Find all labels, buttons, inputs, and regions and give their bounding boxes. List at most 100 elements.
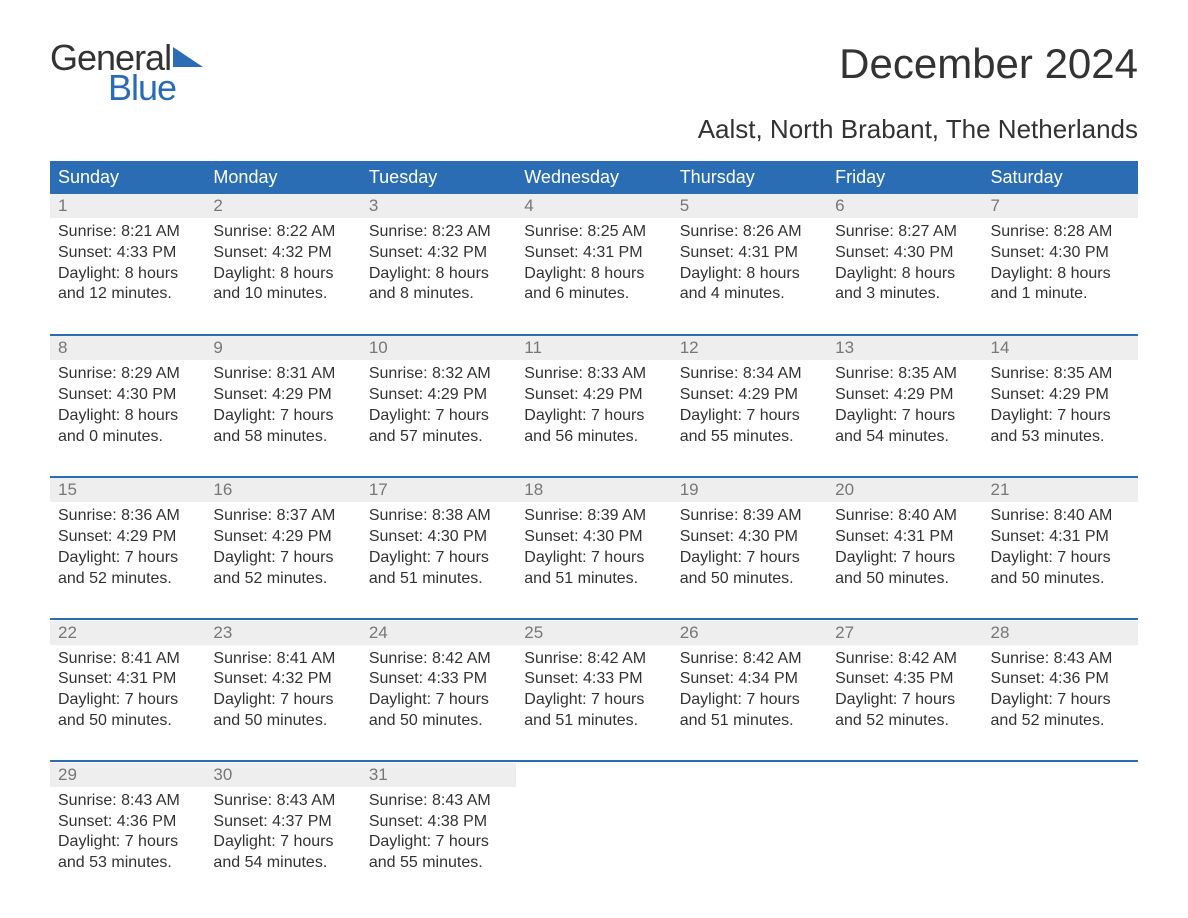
daylight-line2: and 51 minutes. [369, 569, 508, 590]
daylight-line1: Daylight: 8 hours [835, 264, 974, 285]
sunset-line: Sunset: 4:29 PM [835, 385, 974, 406]
sunset-line: Sunset: 4:30 PM [991, 243, 1130, 264]
day-cell: Sunrise: 8:42 AMSunset: 4:35 PMDaylight:… [827, 645, 982, 760]
sunrise-line: Sunrise: 8:43 AM [991, 649, 1130, 670]
sunset-line: Sunset: 4:31 PM [835, 527, 974, 548]
day-number: 26 [672, 621, 827, 645]
column-header: Saturday [983, 161, 1138, 194]
column-header: Friday [827, 161, 982, 194]
sunrise-line: Sunrise: 8:42 AM [835, 649, 974, 670]
sunrise-line: Sunrise: 8:27 AM [835, 222, 974, 243]
daylight-line2: and 50 minutes. [835, 569, 974, 590]
day-cell: Sunrise: 8:41 AMSunset: 4:32 PMDaylight:… [205, 645, 360, 760]
day-number: 28 [983, 621, 1138, 645]
day-number: 9 [205, 336, 360, 360]
daylight-line1: Daylight: 7 hours [991, 548, 1130, 569]
daylight-line1: Daylight: 7 hours [213, 832, 352, 853]
daylight-line2: and 8 minutes. [369, 284, 508, 305]
daylight-line2: and 3 minutes. [835, 284, 974, 305]
day-number: 1 [50, 194, 205, 218]
sunset-line: Sunset: 4:29 PM [524, 385, 663, 406]
sunrise-line: Sunrise: 8:37 AM [213, 506, 352, 527]
daylight-line1: Daylight: 8 hours [58, 406, 197, 427]
day-cell: Sunrise: 8:43 AMSunset: 4:38 PMDaylight:… [361, 787, 516, 902]
day-number: 20 [827, 478, 982, 502]
day-number: 29 [50, 763, 205, 787]
sunset-line: Sunset: 4:29 PM [213, 385, 352, 406]
daylight-line1: Daylight: 7 hours [835, 690, 974, 711]
day-number: 3 [361, 194, 516, 218]
day-number: 8 [50, 336, 205, 360]
day-cell: Sunrise: 8:39 AMSunset: 4:30 PMDaylight:… [672, 502, 827, 617]
daylight-line2: and 4 minutes. [680, 284, 819, 305]
day-number: 18 [516, 478, 671, 502]
column-header: Wednesday [516, 161, 671, 194]
day-cell: Sunrise: 8:33 AMSunset: 4:29 PMDaylight:… [516, 360, 671, 475]
flag-icon [173, 45, 207, 71]
day-cell: Sunrise: 8:34 AMSunset: 4:29 PMDaylight:… [672, 360, 827, 475]
column-header: Sunday [50, 161, 205, 194]
daylight-line2: and 54 minutes. [213, 853, 352, 874]
daylight-line1: Daylight: 7 hours [213, 690, 352, 711]
sunset-line: Sunset: 4:31 PM [680, 243, 819, 264]
sunset-line: Sunset: 4:30 PM [58, 385, 197, 406]
day-number: 2 [205, 194, 360, 218]
sunrise-line: Sunrise: 8:38 AM [369, 506, 508, 527]
daylight-line2: and 51 minutes. [524, 569, 663, 590]
day-cell: Sunrise: 8:43 AMSunset: 4:37 PMDaylight:… [205, 787, 360, 902]
daylight-line1: Daylight: 8 hours [58, 264, 197, 285]
day-cell [672, 787, 827, 902]
daylight-line1: Daylight: 7 hours [835, 406, 974, 427]
day-number: 22 [50, 621, 205, 645]
day-number [672, 763, 827, 787]
day-number [516, 763, 671, 787]
day-number: 24 [361, 621, 516, 645]
daylight-line2: and 12 minutes. [58, 284, 197, 305]
sunrise-line: Sunrise: 8:43 AM [58, 791, 197, 812]
day-cell [516, 787, 671, 902]
day-cell [827, 787, 982, 902]
sunrise-line: Sunrise: 8:28 AM [991, 222, 1130, 243]
day-number: 11 [516, 336, 671, 360]
column-header: Thursday [672, 161, 827, 194]
daylight-line2: and 6 minutes. [524, 284, 663, 305]
day-cell: Sunrise: 8:29 AMSunset: 4:30 PMDaylight:… [50, 360, 205, 475]
daylight-line2: and 51 minutes. [524, 711, 663, 732]
day-number: 13 [827, 336, 982, 360]
daylight-line1: Daylight: 7 hours [524, 690, 663, 711]
day-number: 6 [827, 194, 982, 218]
daylight-line2: and 52 minutes. [835, 711, 974, 732]
sunset-line: Sunset: 4:34 PM [680, 669, 819, 690]
daylight-line2: and 54 minutes. [835, 427, 974, 448]
daylight-line2: and 58 minutes. [213, 427, 352, 448]
daylight-line1: Daylight: 7 hours [369, 690, 508, 711]
daylight-line2: and 50 minutes. [58, 711, 197, 732]
daylight-line1: Daylight: 7 hours [524, 548, 663, 569]
sunrise-line: Sunrise: 8:32 AM [369, 364, 508, 385]
daylight-line2: and 53 minutes. [58, 853, 197, 874]
daylight-line2: and 53 minutes. [991, 427, 1130, 448]
day-cell: Sunrise: 8:21 AMSunset: 4:33 PMDaylight:… [50, 218, 205, 333]
sunset-line: Sunset: 4:32 PM [213, 669, 352, 690]
sunrise-line: Sunrise: 8:21 AM [58, 222, 197, 243]
day-cell: Sunrise: 8:35 AMSunset: 4:29 PMDaylight:… [983, 360, 1138, 475]
sunrise-line: Sunrise: 8:35 AM [991, 364, 1130, 385]
brand-logo: General Blue [50, 40, 207, 106]
day-number: 4 [516, 194, 671, 218]
sunset-line: Sunset: 4:36 PM [58, 812, 197, 833]
day-number: 19 [672, 478, 827, 502]
sunrise-line: Sunrise: 8:40 AM [991, 506, 1130, 527]
sunset-line: Sunset: 4:33 PM [524, 669, 663, 690]
day-number: 14 [983, 336, 1138, 360]
sunset-line: Sunset: 4:30 PM [524, 527, 663, 548]
day-cell: Sunrise: 8:40 AMSunset: 4:31 PMDaylight:… [827, 502, 982, 617]
sunset-line: Sunset: 4:35 PM [835, 669, 974, 690]
day-number: 31 [361, 763, 516, 787]
daylight-line1: Daylight: 7 hours [58, 548, 197, 569]
day-cell: Sunrise: 8:31 AMSunset: 4:29 PMDaylight:… [205, 360, 360, 475]
day-cell: Sunrise: 8:42 AMSunset: 4:34 PMDaylight:… [672, 645, 827, 760]
daylight-line1: Daylight: 7 hours [369, 548, 508, 569]
location-subtitle: Aalst, North Brabant, The Netherlands [50, 114, 1138, 145]
day-cell: Sunrise: 8:42 AMSunset: 4:33 PMDaylight:… [516, 645, 671, 760]
daylight-line2: and 1 minute. [991, 284, 1130, 305]
